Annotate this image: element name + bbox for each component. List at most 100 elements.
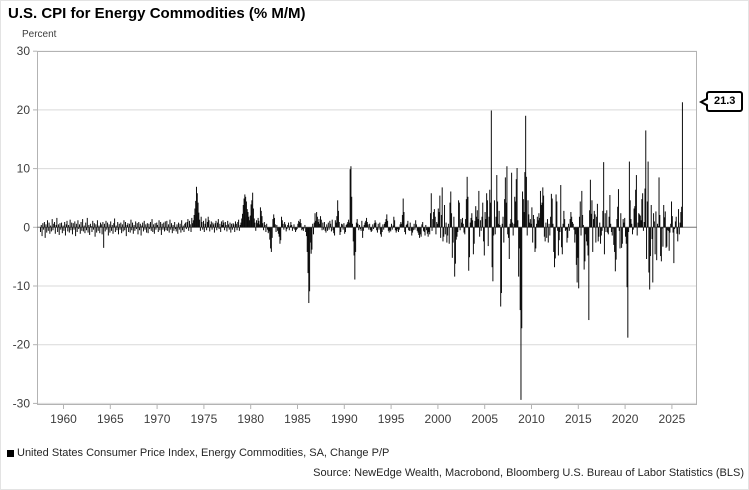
bar xyxy=(144,227,146,230)
y-tick-label: -20 xyxy=(13,338,31,352)
y-tick-label: -10 xyxy=(13,279,31,293)
bar xyxy=(633,208,635,228)
bar xyxy=(164,227,166,232)
bar xyxy=(323,222,325,228)
bar xyxy=(354,227,356,280)
bar xyxy=(155,227,157,230)
bar xyxy=(195,186,197,228)
bar xyxy=(250,204,252,228)
bar xyxy=(266,223,268,228)
bar xyxy=(75,227,77,237)
bar xyxy=(529,222,531,228)
bar xyxy=(624,227,626,237)
bar xyxy=(666,227,668,247)
bar xyxy=(561,227,563,248)
bar xyxy=(499,224,501,228)
bar xyxy=(169,219,171,228)
bar xyxy=(476,210,478,228)
bar xyxy=(511,222,513,228)
bar xyxy=(43,222,45,228)
bar xyxy=(468,227,470,258)
bar xyxy=(376,227,378,231)
bar xyxy=(276,224,278,228)
bar xyxy=(653,221,655,228)
bar xyxy=(256,220,258,228)
bar xyxy=(94,227,96,237)
x-tick-label: 2025 xyxy=(659,412,686,426)
bar xyxy=(582,224,584,228)
bar xyxy=(667,227,669,231)
bar xyxy=(252,208,254,228)
bar xyxy=(432,219,434,228)
bar xyxy=(334,220,336,228)
bar xyxy=(153,224,155,228)
bar xyxy=(330,223,332,228)
bar xyxy=(220,221,222,228)
bar xyxy=(449,202,451,228)
bar xyxy=(130,219,132,228)
legend: United States Consumer Price Index, Ener… xyxy=(7,447,389,459)
bar xyxy=(479,227,481,237)
bar xyxy=(390,223,392,228)
bar xyxy=(408,227,410,231)
bar xyxy=(421,224,423,228)
bar xyxy=(259,224,261,228)
bar xyxy=(447,223,449,228)
bar xyxy=(73,227,75,230)
bar xyxy=(342,227,344,230)
bar xyxy=(290,222,292,228)
bar xyxy=(153,227,155,234)
bar xyxy=(152,227,154,232)
bar xyxy=(118,223,120,228)
bar xyxy=(561,227,563,255)
bar xyxy=(256,223,258,228)
bar xyxy=(69,219,71,228)
bar xyxy=(461,217,463,228)
bar xyxy=(273,217,275,228)
bar xyxy=(50,225,52,228)
bar xyxy=(242,213,244,228)
bar xyxy=(299,219,301,228)
bar xyxy=(518,227,520,277)
bar xyxy=(289,225,291,228)
bar xyxy=(667,227,669,231)
bar xyxy=(324,227,326,231)
bar xyxy=(182,225,184,228)
bar xyxy=(480,227,482,231)
bar xyxy=(567,227,569,238)
bar xyxy=(64,222,66,228)
bar xyxy=(475,206,477,228)
bar xyxy=(614,227,616,272)
bar xyxy=(409,222,411,228)
bar xyxy=(367,224,369,228)
bar xyxy=(150,227,152,231)
bar xyxy=(210,221,212,228)
bar xyxy=(583,227,585,270)
bar xyxy=(156,222,158,228)
last-value-callout: 21.3 xyxy=(698,91,744,112)
bar xyxy=(281,216,283,228)
bar xyxy=(142,227,144,232)
bar xyxy=(80,222,82,228)
bar xyxy=(576,227,578,283)
bar xyxy=(441,187,443,228)
bar xyxy=(213,224,215,228)
bar xyxy=(285,227,287,232)
bar xyxy=(161,223,163,228)
bar xyxy=(170,227,172,230)
bar xyxy=(178,222,180,228)
bar xyxy=(675,216,677,228)
bar xyxy=(616,219,618,228)
bar xyxy=(189,224,191,228)
bar xyxy=(175,227,177,232)
bar xyxy=(472,227,474,255)
bar xyxy=(373,227,375,230)
bar xyxy=(217,222,219,228)
bar xyxy=(461,222,463,228)
bar xyxy=(88,224,90,228)
bar xyxy=(146,227,148,233)
bar xyxy=(656,227,658,261)
bar xyxy=(305,227,307,232)
chart-title: U.S. CPI for Energy Commodities (% M/M) xyxy=(8,5,306,22)
bar xyxy=(348,222,350,228)
